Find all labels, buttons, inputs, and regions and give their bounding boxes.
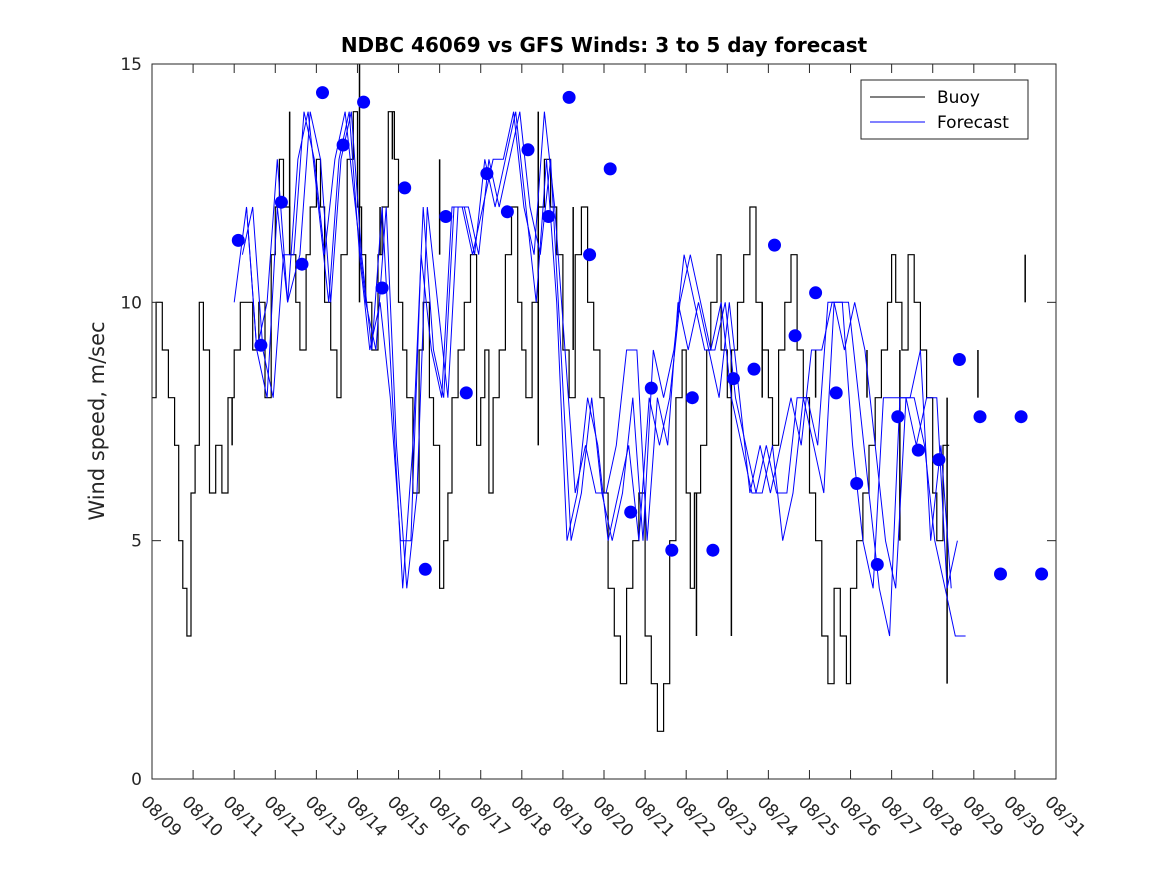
legend-box xyxy=(860,79,1029,140)
forecast-marker xyxy=(542,210,555,223)
forecast-marker xyxy=(459,386,473,400)
forecast-marker xyxy=(480,167,494,181)
y-tick-label: 5 xyxy=(131,532,142,552)
forecast-markers xyxy=(231,86,1049,581)
forecast-marker xyxy=(891,410,905,424)
forecast-marker xyxy=(747,362,761,376)
forecast-line-run3 xyxy=(246,111,966,637)
legend: Buoy Forecast xyxy=(860,79,1029,140)
y-axis: 0 5 10 15 xyxy=(120,55,1056,790)
forecast-marker xyxy=(952,353,966,366)
buoy-line xyxy=(152,111,950,732)
forecast-marker xyxy=(500,205,514,219)
forecast-series xyxy=(233,111,966,637)
forecast-marker xyxy=(521,143,535,157)
forecast-marker xyxy=(336,138,350,152)
forecast-marker xyxy=(439,210,453,223)
y-tick-label: 0 xyxy=(131,770,142,790)
forecast-marker xyxy=(231,233,245,247)
forecast-marker xyxy=(870,558,884,571)
forecast-marker xyxy=(583,248,597,262)
forecast-marker xyxy=(685,391,699,405)
forecast-marker xyxy=(911,443,925,457)
forecast-marker xyxy=(274,195,288,209)
forecast-marker xyxy=(357,95,371,109)
forecast-marker xyxy=(932,453,946,467)
legend-forecast-label: Forecast xyxy=(937,113,1009,133)
legend-buoy-label: Buoy xyxy=(937,88,980,108)
forecast-marker xyxy=(316,86,329,100)
y-axis-label: Wind speed, m/sec xyxy=(85,321,109,520)
forecast-line-run1 xyxy=(233,111,958,589)
forecast-marker xyxy=(562,90,576,104)
forecast-marker xyxy=(375,281,389,295)
y-tick-label: 10 xyxy=(120,293,142,313)
forecast-marker xyxy=(418,562,432,576)
forecast-marker xyxy=(850,477,864,490)
forecast-marker xyxy=(254,338,268,352)
forecast-marker xyxy=(706,543,720,557)
forecast-marker xyxy=(603,162,617,176)
chart-title: NDBC 46069 vs GFS Winds: 3 to 5 day fore… xyxy=(341,33,868,57)
forecast-marker xyxy=(994,567,1007,581)
forecast-marker xyxy=(726,372,740,386)
forecast-marker xyxy=(788,329,802,343)
forecast-marker xyxy=(665,543,679,557)
y-tick-label: 15 xyxy=(120,55,142,75)
forecast-marker xyxy=(624,505,638,519)
forecast-marker xyxy=(1014,410,1028,424)
forecast-marker xyxy=(768,238,781,252)
forecast-marker xyxy=(295,257,309,271)
forecast-marker xyxy=(809,286,823,300)
forecast-marker xyxy=(644,381,658,395)
forecast-marker xyxy=(829,386,843,400)
forecast-marker xyxy=(1035,567,1049,581)
forecast-marker xyxy=(973,410,987,424)
forecast-marker xyxy=(398,181,412,195)
